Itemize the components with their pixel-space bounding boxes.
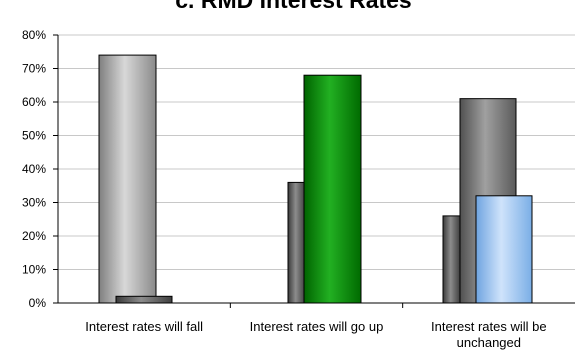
y-tick-label: 80% bbox=[22, 28, 46, 42]
y-tick-label: 60% bbox=[22, 95, 46, 109]
y-tick-label: 20% bbox=[22, 229, 46, 243]
x-category-label: unchanged bbox=[457, 335, 521, 350]
y-tick-label: 30% bbox=[22, 196, 46, 210]
y-tick-label: 0% bbox=[29, 296, 47, 310]
bar bbox=[442, 215, 461, 304]
y-tick-label: 10% bbox=[22, 263, 46, 277]
bar bbox=[475, 195, 533, 304]
y-tick-label: 40% bbox=[22, 162, 46, 176]
chart-title: c. RMD Interest Rates bbox=[175, 0, 412, 13]
bar bbox=[303, 74, 362, 304]
x-category-label: Interest rates will fall bbox=[85, 319, 203, 334]
x-category-label: Interest rates will go up bbox=[250, 319, 384, 334]
bar bbox=[98, 54, 157, 304]
bar bbox=[115, 295, 173, 304]
x-category-label: Interest rates will be bbox=[431, 319, 547, 334]
y-tick-label: 50% bbox=[22, 129, 46, 143]
bar bbox=[287, 181, 306, 304]
y-tick-label: 70% bbox=[22, 62, 46, 76]
